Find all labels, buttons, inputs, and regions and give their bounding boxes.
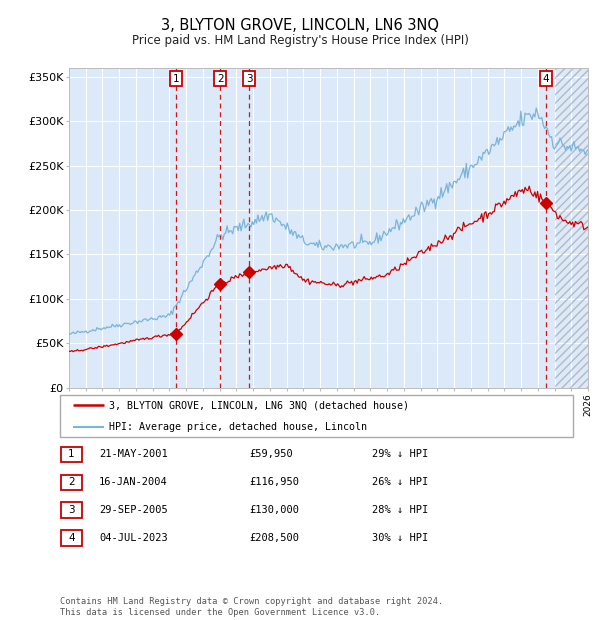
Text: 3: 3 — [68, 505, 75, 515]
Text: 1: 1 — [68, 450, 75, 459]
FancyBboxPatch shape — [61, 474, 82, 490]
Text: Price paid vs. HM Land Registry's House Price Index (HPI): Price paid vs. HM Land Registry's House … — [131, 34, 469, 47]
Text: £208,500: £208,500 — [249, 533, 299, 543]
Text: 30% ↓ HPI: 30% ↓ HPI — [372, 533, 428, 543]
Text: 29% ↓ HPI: 29% ↓ HPI — [372, 450, 428, 459]
Text: 1: 1 — [173, 74, 179, 84]
Text: 3: 3 — [245, 74, 252, 84]
Text: £59,950: £59,950 — [249, 450, 293, 459]
Text: Contains HM Land Registry data © Crown copyright and database right 2024.
This d: Contains HM Land Registry data © Crown c… — [60, 598, 443, 617]
Text: 26% ↓ HPI: 26% ↓ HPI — [372, 477, 428, 487]
FancyBboxPatch shape — [60, 395, 573, 437]
Text: 2: 2 — [68, 477, 75, 487]
Text: £130,000: £130,000 — [249, 505, 299, 515]
FancyBboxPatch shape — [61, 446, 82, 463]
Bar — [554, 68, 588, 388]
Text: 4: 4 — [68, 533, 75, 543]
Text: 16-JAN-2004: 16-JAN-2004 — [99, 477, 168, 487]
Text: 3, BLYTON GROVE, LINCOLN, LN6 3NQ (detached house): 3, BLYTON GROVE, LINCOLN, LN6 3NQ (detac… — [109, 401, 409, 410]
Text: 21-MAY-2001: 21-MAY-2001 — [99, 450, 168, 459]
Text: 29-SEP-2005: 29-SEP-2005 — [99, 505, 168, 515]
FancyBboxPatch shape — [61, 502, 82, 518]
Text: 28% ↓ HPI: 28% ↓ HPI — [372, 505, 428, 515]
Text: 04-JUL-2023: 04-JUL-2023 — [99, 533, 168, 543]
FancyBboxPatch shape — [61, 530, 82, 546]
Text: 2: 2 — [217, 74, 224, 84]
Text: HPI: Average price, detached house, Lincoln: HPI: Average price, detached house, Linc… — [109, 422, 367, 432]
Text: 3, BLYTON GROVE, LINCOLN, LN6 3NQ: 3, BLYTON GROVE, LINCOLN, LN6 3NQ — [161, 18, 439, 33]
Text: 4: 4 — [543, 74, 550, 84]
Text: £116,950: £116,950 — [249, 477, 299, 487]
